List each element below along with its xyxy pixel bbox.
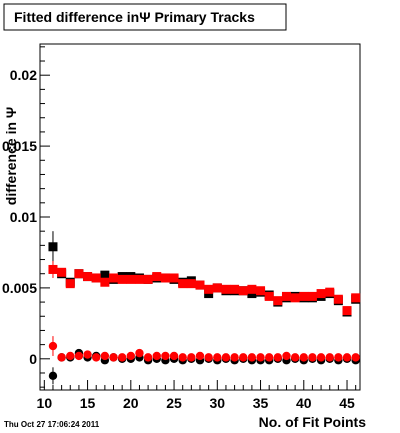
data-point-square xyxy=(117,274,127,284)
data-point-circle xyxy=(92,353,101,362)
data-point-square xyxy=(152,272,162,282)
data-point-circle xyxy=(342,353,352,362)
data-point-square xyxy=(109,273,119,283)
y-tick-label: 0 xyxy=(29,351,37,367)
data-point-circle xyxy=(48,371,58,381)
y-tick-label: 0.005 xyxy=(2,280,37,296)
data-point-square xyxy=(48,264,58,274)
x-axis-title: No. of Fit Points xyxy=(259,414,367,430)
y-tick-label: 0.01 xyxy=(10,209,37,225)
data-point-square xyxy=(247,284,257,294)
data-point-square xyxy=(160,273,170,283)
data-point-circle xyxy=(169,351,179,361)
data-point-circle xyxy=(316,353,326,362)
data-point-square xyxy=(100,270,110,280)
x-tick-label: 45 xyxy=(339,395,355,411)
data-point-circle xyxy=(264,353,274,362)
data-point-circle xyxy=(187,353,196,362)
x-tick-label: 25 xyxy=(166,395,182,411)
data-point-square xyxy=(281,291,291,301)
data-point-circle xyxy=(135,348,144,358)
y-axis: 0 0.005 0.01 0.015 0.02 xyxy=(2,46,50,388)
data-point-square xyxy=(230,284,240,294)
timestamp: Thu Oct 27 17:06:24 2011 xyxy=(4,420,100,429)
data-point-square xyxy=(299,291,309,301)
data-point-square xyxy=(333,294,343,304)
data-point-circle xyxy=(161,351,170,361)
data-point-circle xyxy=(100,351,110,361)
data-point-square xyxy=(143,274,153,284)
data-point-circle xyxy=(57,353,66,362)
x-axis: 10 15 20 25 30 35 40 45 xyxy=(37,380,357,411)
data-point-square xyxy=(325,287,335,297)
data-point-square xyxy=(65,279,75,289)
data-point-circle xyxy=(117,353,127,362)
data-point-circle xyxy=(204,353,213,362)
data-point-square xyxy=(307,291,317,301)
data-point-square xyxy=(74,269,84,279)
data-point-square xyxy=(169,273,179,283)
data-point-circle xyxy=(195,351,205,361)
data-point-circle xyxy=(66,351,75,361)
data-point-square xyxy=(186,279,196,289)
data-point-circle xyxy=(325,353,334,362)
data-point-circle xyxy=(290,353,300,362)
data-point-circle xyxy=(109,353,118,362)
data-point-square xyxy=(204,284,214,294)
data-point-square xyxy=(57,267,67,277)
data-point-square xyxy=(238,286,248,296)
data-point-circle xyxy=(334,353,343,362)
data-point-square xyxy=(91,273,101,283)
data-point-circle xyxy=(221,353,231,362)
data-point-square xyxy=(126,274,136,284)
data-point-circle xyxy=(256,353,265,362)
y-axis-title: difference in Ψ xyxy=(3,107,19,205)
data-point-circle xyxy=(126,351,136,361)
x-tick-label: 15 xyxy=(80,395,96,411)
data-point-circle xyxy=(351,353,360,362)
data-point-square xyxy=(256,286,266,296)
data-point-circle xyxy=(273,353,283,362)
y-tick-label: 0.02 xyxy=(10,67,37,83)
data-point-circle xyxy=(152,351,161,361)
x-tick-label: 40 xyxy=(296,395,312,411)
data-point-square xyxy=(342,306,352,316)
plot-frame xyxy=(39,43,361,391)
data-point-square xyxy=(290,293,300,303)
data-point-circle xyxy=(213,353,222,362)
data-point-circle xyxy=(48,341,58,351)
data-point-square xyxy=(178,279,188,289)
data-point-circle xyxy=(282,351,291,361)
data-point-square xyxy=(212,283,222,293)
data-point-square xyxy=(264,291,274,301)
x-tick-label: 35 xyxy=(253,395,269,411)
chart-title: Fitted difference inΨ Primary Tracks xyxy=(14,9,255,25)
data-point-circle xyxy=(74,351,84,361)
data-point-square xyxy=(48,242,58,252)
x-tick-label: 10 xyxy=(37,395,53,411)
y-tick-label: 0.015 xyxy=(2,138,37,154)
data-point-square xyxy=(134,274,144,284)
data-point-square xyxy=(273,296,283,306)
x-tick-label: 30 xyxy=(210,395,226,411)
x-tick-label: 20 xyxy=(123,395,139,411)
data-point-square xyxy=(83,272,93,282)
data-point-square xyxy=(221,284,231,294)
data-point-circle xyxy=(178,353,187,362)
data-point-circle xyxy=(239,353,248,362)
data-point-circle xyxy=(308,353,317,362)
data-point-circle xyxy=(230,353,239,362)
data-point-circle xyxy=(247,353,257,362)
data-point-circle xyxy=(299,353,308,362)
data-point-square xyxy=(351,293,361,303)
data-point-square xyxy=(100,277,110,287)
title-box: Fitted difference inΨ Primary Tracks xyxy=(3,3,287,31)
data-marks xyxy=(48,231,361,385)
data-point-square xyxy=(316,289,326,299)
data-point-circle xyxy=(143,353,153,362)
data-point-circle xyxy=(83,350,92,359)
data-point-square xyxy=(195,280,205,290)
